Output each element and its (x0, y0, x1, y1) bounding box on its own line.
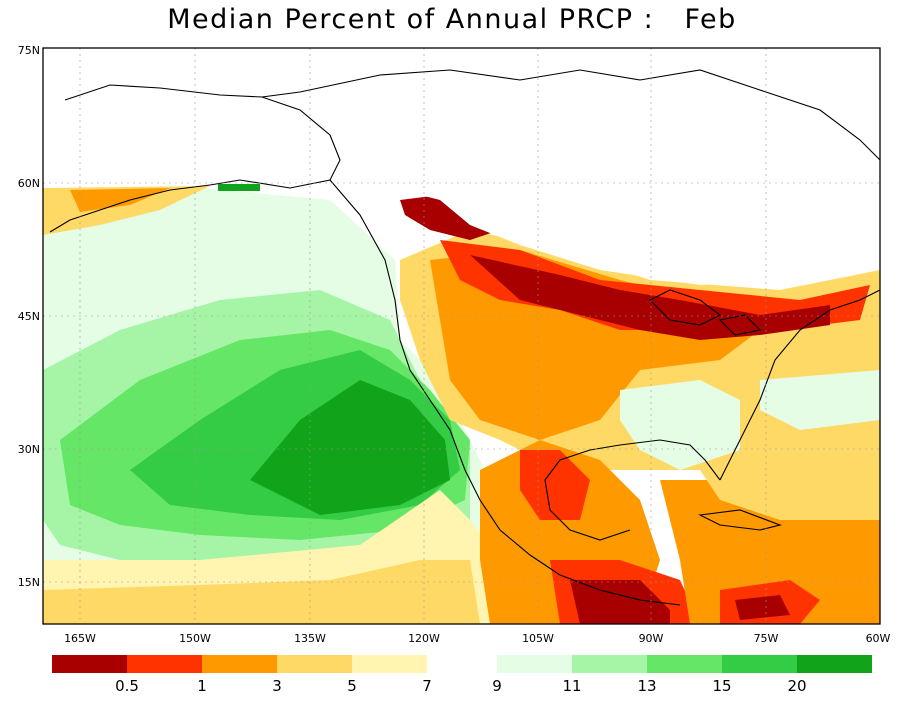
graticule (43, 48, 880, 624)
lon-label-135w: 135W (294, 632, 326, 645)
lat-label-60n: 60N (17, 177, 40, 190)
conus-zone-05 (470, 255, 830, 340)
conus-zone-1 (440, 240, 870, 330)
lon-label-150w: 150W (179, 632, 211, 645)
map-title: Median Percent of Annual PRCP : Feb (167, 4, 737, 35)
venezuela-zone-05 (735, 595, 790, 620)
lon-label-165w: 165W (64, 632, 96, 645)
lat-label-30n: 30N (17, 443, 40, 456)
canada-no-data (210, 48, 880, 285)
lat-label-15n: 15N (17, 576, 40, 589)
alaska-coast-zone-3 (70, 188, 170, 212)
caribbean-zone-5 (700, 460, 880, 520)
cuba (698, 509, 782, 531)
lat-label-45n: 45N (17, 310, 40, 323)
pacific-zone-5 (43, 560, 480, 624)
southeast-green (620, 380, 740, 470)
map-frame (42, 47, 881, 625)
mexico-zone-1 (520, 450, 590, 520)
lon-label-75w: 75W (753, 632, 779, 645)
great-lakes (649, 289, 762, 336)
gulf-coast (544, 439, 721, 541)
lon-label-105w: 105W (522, 632, 554, 645)
coastlines (49, 69, 881, 606)
atlantic-green (760, 370, 880, 430)
central-america-zone-05 (570, 580, 670, 624)
lat-label-75n: 75N (17, 44, 40, 57)
canada-south-dark (400, 195, 500, 240)
lon-label-90w: 90W (638, 632, 664, 645)
alaska-green-patch (218, 184, 260, 191)
canada-coast (261, 69, 881, 161)
lon-label-120w: 120W (408, 632, 440, 645)
map-field (43, 48, 880, 624)
west-coast (329, 179, 681, 606)
pacific-zone-20 (250, 380, 450, 515)
east-coast (719, 289, 881, 481)
lon-label-60w: 60W (865, 632, 891, 645)
